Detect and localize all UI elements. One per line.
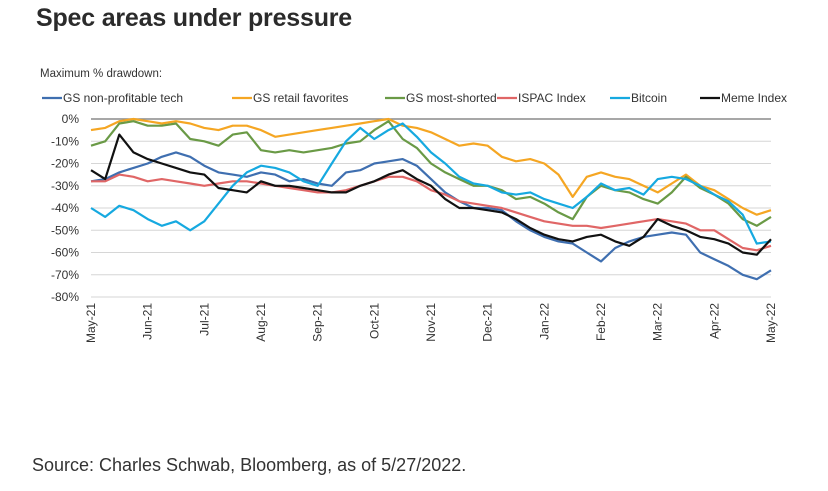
x-tick-label: May-22	[764, 303, 778, 343]
x-tick-label: Mar-22	[651, 303, 665, 341]
series-line-meme-index	[90, 133, 772, 256]
grid	[91, 118, 771, 298]
chart: Maximum % drawdown: GS non-profitable te…	[40, 68, 787, 343]
legend-label: Meme Index	[721, 91, 787, 105]
x-tick-label: Aug-21	[254, 303, 268, 342]
y-tick-label: -80%	[51, 290, 79, 304]
legend-label: GS most-shorted	[406, 91, 497, 105]
series-line-gs-retail-favorites	[90, 117, 772, 216]
series-lines	[90, 117, 772, 281]
legend-label: ISPAC Index	[518, 91, 586, 105]
y-tick-label: -20%	[51, 157, 79, 171]
x-tick-label: Jul-21	[197, 303, 211, 336]
x-tick-label: May-21	[84, 303, 98, 343]
legend: GS non-profitable tech GS retail favorite…	[42, 91, 787, 105]
x-axis: May-21 Jun-21 Jul-21 Aug-21 Sep-21 Oct-21 Nov-…	[84, 303, 778, 343]
x-tick-label: Nov-21	[424, 303, 438, 342]
legend-label: GS retail favorites	[253, 91, 348, 105]
source-note: Source: Charles Schwab, Bloomberg, as of…	[32, 455, 467, 475]
y-tick-label: -10%	[51, 134, 79, 148]
legend-label: GS non-profitable tech	[63, 91, 183, 105]
x-tick-label: Apr-22	[707, 303, 721, 339]
series-line-bitcoin	[90, 122, 772, 245]
x-tick-label: Jan-22	[537, 303, 551, 340]
series-line-gs-non-profitable-tech	[90, 151, 772, 281]
x-tick-label: Sep-21	[311, 303, 325, 342]
y-tick-label: -60%	[51, 246, 79, 260]
x-tick-label: Feb-22	[594, 303, 608, 341]
y-tick-label: -50%	[51, 223, 79, 237]
y-tick-label: 0%	[62, 112, 80, 126]
x-tick-label: Jun-21	[141, 303, 155, 340]
series-line-gs-most-shorted	[90, 120, 772, 227]
x-tick-label: Oct-21	[367, 303, 381, 339]
legend-label: Bitcoin	[631, 91, 667, 105]
y-tick-label: -70%	[51, 268, 79, 282]
y-axis: 0% -10% -20% -30% -40% -50% -60% -70% -80%	[51, 112, 79, 304]
y-axis-label: Maximum % drawdown:	[40, 68, 162, 80]
y-tick-label: -40%	[51, 201, 79, 215]
y-tick-label: -30%	[51, 179, 79, 193]
x-tick-label: Dec-21	[481, 303, 495, 342]
page-title: Spec areas under pressure	[36, 4, 352, 32]
